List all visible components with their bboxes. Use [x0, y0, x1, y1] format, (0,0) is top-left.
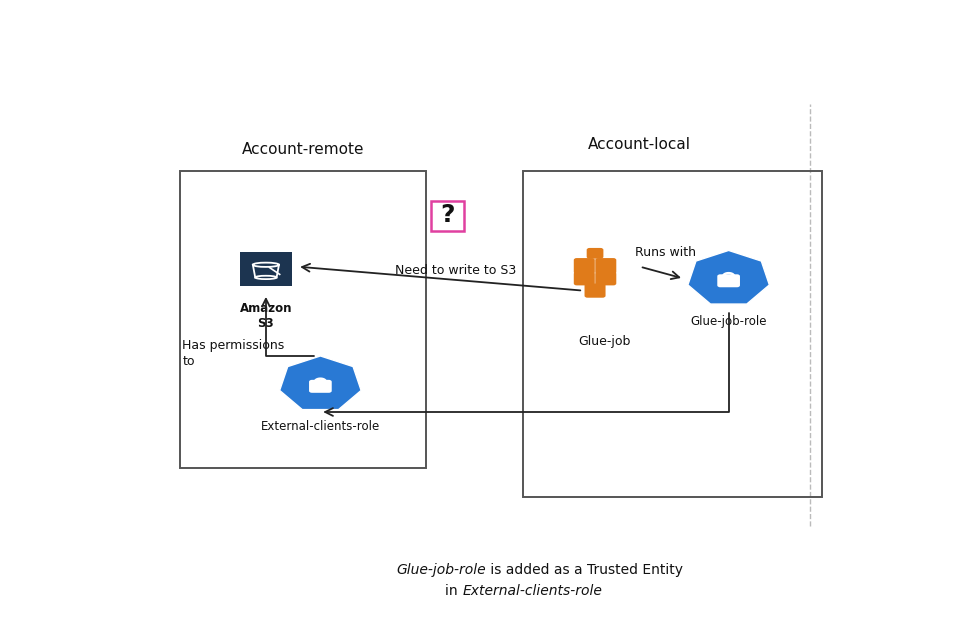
FancyBboxPatch shape [586, 248, 604, 259]
Text: External-clients-role: External-clients-role [261, 420, 380, 433]
Bar [430, 201, 464, 231]
Text: Runs with: Runs with [635, 245, 695, 259]
FancyBboxPatch shape [574, 272, 595, 285]
FancyBboxPatch shape [717, 274, 740, 287]
Text: Has permissions
to: Has permissions to [182, 340, 285, 368]
Bar [180, 171, 427, 468]
Text: ?: ? [440, 203, 455, 227]
FancyBboxPatch shape [574, 258, 595, 274]
Polygon shape [279, 356, 361, 409]
FancyBboxPatch shape [595, 258, 616, 274]
Text: Account-local: Account-local [587, 137, 690, 152]
Text: in: in [445, 584, 462, 597]
Text: Amazon
S3: Amazon S3 [240, 302, 292, 330]
Text: is added as a Trusted Entity: is added as a Trusted Entity [486, 563, 684, 577]
Text: Need to write to S3: Need to write to S3 [395, 264, 516, 277]
Text: Glue-job-role: Glue-job-role [690, 315, 767, 328]
FancyBboxPatch shape [595, 272, 616, 285]
FancyBboxPatch shape [240, 252, 293, 286]
FancyBboxPatch shape [585, 283, 606, 298]
Polygon shape [688, 250, 769, 304]
FancyBboxPatch shape [309, 380, 331, 393]
Text: Glue-job-role: Glue-job-role [397, 563, 486, 577]
Text: Glue-job: Glue-job [578, 335, 630, 348]
Bar [524, 171, 822, 497]
Text: Account-remote: Account-remote [242, 141, 364, 156]
Text: External-clients-role: External-clients-role [462, 584, 602, 597]
